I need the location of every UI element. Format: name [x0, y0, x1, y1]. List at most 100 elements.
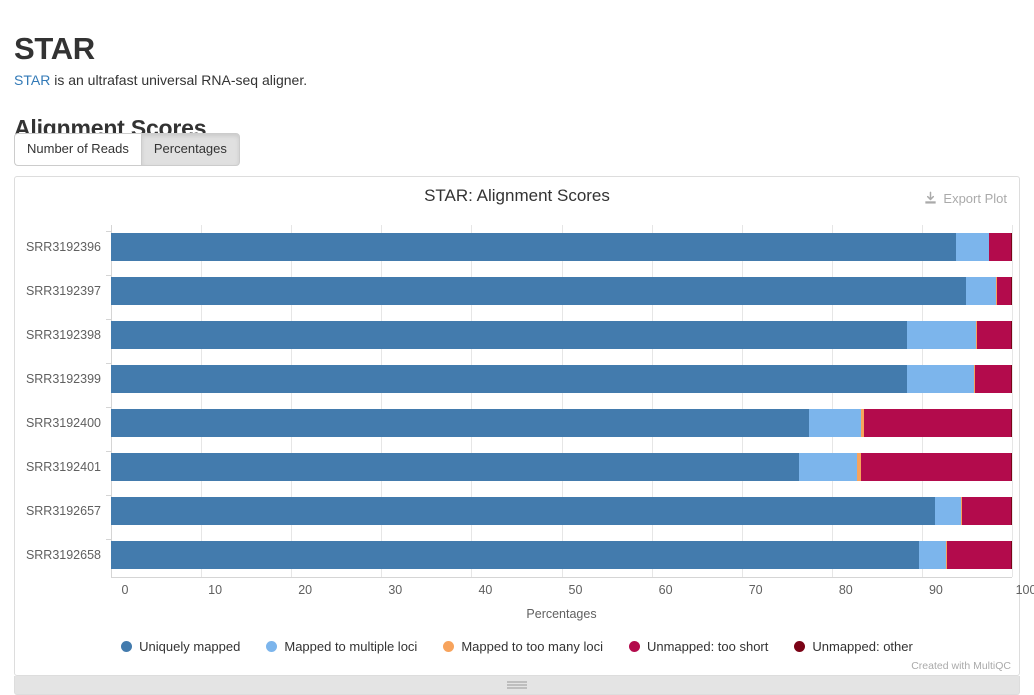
- bar-segment[interactable]: [111, 541, 920, 569]
- x-axis-tick-label: 40: [478, 583, 493, 597]
- page-description-text: is an ultrafast universal RNA-seq aligne…: [50, 72, 308, 88]
- gridline: [471, 225, 473, 577]
- bar-segment[interactable]: [961, 497, 1012, 525]
- bar-segment[interactable]: [1011, 233, 1012, 261]
- gridline: [651, 225, 653, 577]
- bar-segment[interactable]: [906, 365, 975, 393]
- gridline: [561, 225, 563, 577]
- bar-segment[interactable]: [995, 277, 997, 305]
- bar-segment[interactable]: [975, 365, 1012, 393]
- bar-segment[interactable]: [966, 277, 996, 305]
- plot-mode-toggle-group: Number of Reads Percentages: [14, 133, 240, 167]
- bar-segment[interactable]: [996, 277, 1012, 305]
- y-axis-label: SRR3192658: [25, 548, 101, 562]
- toggle-number-of-reads[interactable]: Number of Reads: [14, 133, 141, 167]
- legend-color-swatch: [628, 641, 640, 652]
- bar-segment[interactable]: [919, 541, 947, 569]
- bar-segment[interactable]: [974, 365, 976, 393]
- legend-label: Uniquely mapped: [139, 639, 241, 654]
- y-axis-tick: [106, 407, 111, 408]
- legend-item[interactable]: Unmapped: other: [794, 639, 913, 654]
- bar-segment[interactable]: [860, 453, 1012, 481]
- plot-area: SRR3192396 SRR3192397 SRR3192398 SRR3192399…: [26, 225, 1013, 577]
- bar-segment[interactable]: [956, 233, 989, 261]
- page-title: STAR: [14, 30, 95, 66]
- y-axis-tick: [106, 495, 111, 496]
- plot-resize-handle[interactable]: [14, 676, 1020, 695]
- x-axis-tick-label: 100: [1015, 583, 1034, 597]
- export-plot-label: Export Plot: [943, 191, 1007, 206]
- bar-segment[interactable]: [111, 497, 935, 525]
- bar-rows: SRR3192396 SRR3192397 SRR3192398 SRR3192399…: [26, 225, 1012, 577]
- bar-row[interactable]: SRR3192399: [26, 363, 1012, 393]
- legend-item[interactable]: Unmapped: too short: [628, 639, 768, 654]
- legend-label: Unmapped: other: [812, 639, 913, 654]
- bar-row[interactable]: SRR3192401: [26, 451, 1012, 481]
- bar-segment[interactable]: [975, 321, 977, 349]
- bar-segment[interactable]: [1011, 497, 1012, 525]
- toggle-percentages[interactable]: Percentages: [140, 133, 240, 167]
- export-plot-button[interactable]: Export Plot: [923, 191, 1007, 206]
- resize-grip-icon: [507, 680, 527, 691]
- y-axis-label: SRR3192400: [25, 416, 101, 430]
- bar-segment[interactable]: [111, 321, 908, 349]
- bar-segment[interactable]: [111, 277, 967, 305]
- bar-segment[interactable]: [864, 409, 1012, 437]
- bar-segment[interactable]: [1011, 365, 1012, 393]
- x-axis-line: [111, 577, 1012, 578]
- bar-segment[interactable]: [860, 409, 865, 437]
- legend-color-swatch: [794, 641, 806, 652]
- bar-segment[interactable]: [111, 409, 810, 437]
- y-axis-label: SRR3192401: [25, 460, 101, 474]
- chart-panel: STAR: Alignment Scores Export Plot SRR31…: [14, 176, 1034, 676]
- bar-segment[interactable]: [947, 541, 1012, 569]
- gridline: [1012, 225, 1013, 577]
- gridline: [831, 225, 833, 577]
- bar-segment[interactable]: [799, 453, 858, 481]
- gridline: [111, 225, 112, 577]
- star-link[interactable]: STAR: [14, 72, 51, 88]
- x-axis-tick-label: 80: [838, 583, 853, 597]
- bar-segment[interactable]: [907, 321, 976, 349]
- legend-item[interactable]: Mapped to too many loci: [443, 639, 603, 654]
- chart-title: STAR: Alignment Scores: [424, 186, 610, 205]
- bar-row[interactable]: SRR3192658: [26, 539, 1012, 569]
- bar-segment[interactable]: [111, 365, 907, 393]
- bar-segment[interactable]: [1011, 409, 1012, 437]
- y-axis-tick: [106, 275, 111, 276]
- legend-color-swatch: [266, 641, 278, 652]
- bar-row[interactable]: SRR3192398: [26, 319, 1012, 349]
- bar-segment[interactable]: [1011, 541, 1012, 569]
- bar-row[interactable]: SRR3192657: [26, 495, 1012, 525]
- bar-row[interactable]: SRR3192397: [26, 275, 1012, 305]
- bar-segment[interactable]: [946, 541, 948, 569]
- x-axis-tick-label: 0: [121, 583, 129, 597]
- legend-label: Mapped to multiple loci: [284, 639, 418, 654]
- bar-segment[interactable]: [1011, 321, 1012, 349]
- bar-segment[interactable]: [989, 233, 1012, 261]
- bar-segment[interactable]: [976, 321, 1012, 349]
- bar-segment[interactable]: [809, 409, 861, 437]
- x-axis-tick-label: 70: [748, 583, 763, 597]
- legend-item[interactable]: Mapped to multiple loci: [266, 639, 417, 654]
- bar-segment[interactable]: [960, 497, 962, 525]
- bar-segment[interactable]: [1011, 277, 1012, 305]
- y-axis-tick: [106, 363, 111, 364]
- bar-row[interactable]: SRR3192400: [26, 407, 1012, 437]
- bar-segment[interactable]: [111, 233, 957, 261]
- legend-item[interactable]: Uniquely mapped: [121, 639, 240, 654]
- bar-row[interactable]: SRR3192396: [26, 231, 1012, 261]
- x-axis-tick-label: 60: [658, 583, 673, 597]
- multiqc-credit: Created with MultiQC: [911, 660, 1011, 672]
- bar-segment[interactable]: [934, 497, 961, 525]
- x-axis-tick-label: 20: [298, 583, 313, 597]
- bar-segment[interactable]: [111, 453, 800, 481]
- y-axis-label: SRR3192398: [25, 328, 101, 342]
- y-axis-tick: [106, 451, 111, 452]
- bar-segment[interactable]: [857, 453, 861, 481]
- bar-segment[interactable]: [988, 233, 990, 261]
- bar-segment[interactable]: [1011, 453, 1012, 481]
- x-axis-tick-label: 30: [388, 583, 403, 597]
- y-axis-tick: [106, 319, 111, 320]
